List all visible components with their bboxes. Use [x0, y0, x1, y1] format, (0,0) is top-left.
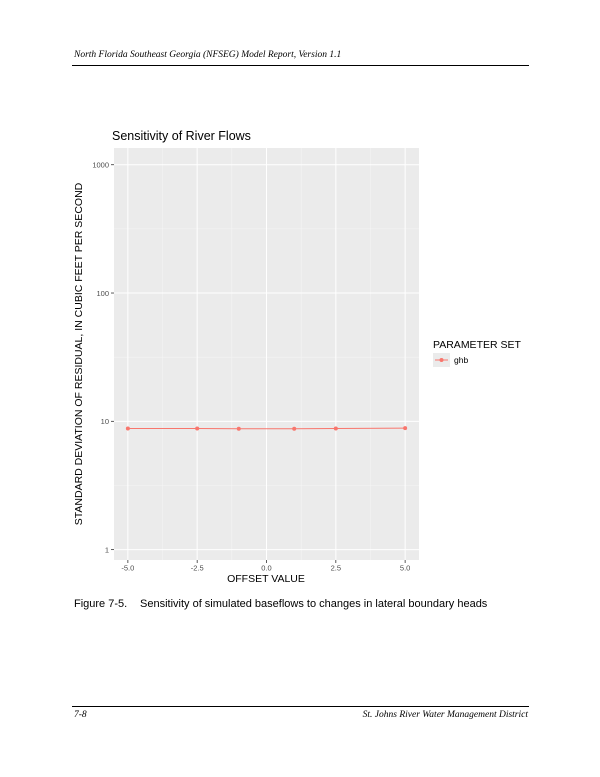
grid-major	[114, 148, 419, 560]
x-tick-label: -2.5	[191, 564, 204, 573]
data-point-ghb	[236, 426, 241, 431]
legend: PARAMETER SET ghb	[433, 339, 521, 367]
data-point-ghb	[403, 426, 408, 431]
x-tick-label: 2.5	[331, 564, 341, 573]
figure-caption-text: Sensitivity of simulated baseflows to ch…	[140, 598, 488, 610]
figure-caption: Figure 7-5. Sensitivity of simulated base…	[74, 598, 487, 610]
legend-title: PARAMETER SET	[433, 339, 521, 351]
footer-organization: St. Johns River Water Management Distric…	[362, 710, 528, 720]
chart-title: Sensitivity of River Flows	[112, 129, 251, 143]
x-tick-label: 5.0	[400, 564, 410, 573]
y-tick-label: 1	[105, 545, 109, 554]
data-point-ghb	[333, 426, 338, 431]
x-axis-label: OFFSET VALUE	[227, 573, 305, 585]
chart: Sensitivity of River Flows 1 10 100 1000 -5…	[73, 129, 521, 585]
data-point-ghb	[292, 426, 297, 431]
header-rule	[72, 65, 529, 66]
legend-key-point	[439, 358, 444, 362]
series-layer	[125, 426, 408, 431]
y-axis: 1 10 100 1000	[92, 161, 114, 554]
series-line-ghb	[127, 427, 406, 430]
data-point-ghb	[195, 426, 200, 431]
page-number: 7-8	[74, 710, 87, 720]
x-tick-label: 0.0	[261, 564, 271, 573]
y-tick-label: 100	[96, 289, 109, 298]
y-tick-label: 1000	[92, 161, 109, 170]
legend-item-ghb: ghb	[454, 355, 468, 365]
header-text: North Florida Southeast Georgia (NFSEG) …	[74, 50, 342, 60]
footer-rule	[72, 706, 529, 707]
data-point-ghb	[125, 426, 130, 431]
y-tick-label: 10	[101, 417, 109, 426]
y-axis-label: STANDARD DEVIATION OF RESIDUAL, IN CUBIC…	[73, 182, 85, 525]
figure-number: Figure 7-5.	[74, 598, 128, 610]
x-axis: -5.0 -2.5 0.0 2.5 5.0	[121, 560, 410, 573]
x-tick-label: -5.0	[121, 564, 134, 573]
